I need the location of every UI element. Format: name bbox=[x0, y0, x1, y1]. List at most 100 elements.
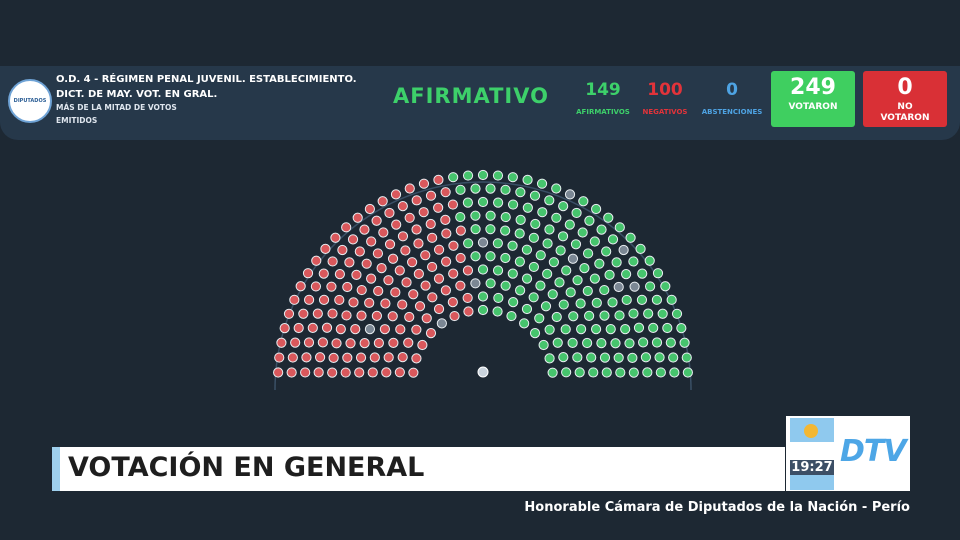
seat bbox=[477, 169, 489, 181]
seat bbox=[340, 367, 351, 378]
seat bbox=[364, 324, 376, 335]
seat bbox=[373, 285, 384, 297]
seat bbox=[575, 298, 586, 309]
seat bbox=[551, 183, 562, 194]
lower-third-accent bbox=[52, 447, 60, 491]
seat bbox=[618, 244, 629, 256]
seat bbox=[383, 275, 394, 286]
tally-no: 100 NEGATIVOS bbox=[630, 80, 700, 116]
seat bbox=[477, 264, 489, 275]
seat bbox=[420, 250, 431, 261]
seat bbox=[334, 294, 345, 306]
seat bbox=[379, 324, 390, 335]
seat bbox=[657, 308, 668, 319]
seat bbox=[369, 352, 380, 363]
seat bbox=[624, 338, 635, 349]
seat bbox=[394, 265, 405, 276]
seat bbox=[293, 322, 304, 334]
seat bbox=[522, 174, 533, 186]
seat bbox=[348, 297, 359, 308]
seat bbox=[337, 244, 348, 256]
seat bbox=[567, 337, 578, 348]
seat bbox=[359, 224, 370, 235]
seat bbox=[536, 178, 548, 189]
seat bbox=[286, 367, 297, 378]
seat bbox=[404, 183, 415, 194]
seat bbox=[644, 281, 656, 292]
seat bbox=[425, 218, 436, 230]
seat bbox=[383, 352, 394, 363]
seat bbox=[492, 238, 503, 249]
seat bbox=[507, 268, 518, 279]
hemicycle-outline bbox=[274, 181, 692, 391]
seat bbox=[508, 297, 519, 308]
lower-third-title: VOTACIÓN EN GENERAL bbox=[68, 452, 425, 483]
seat bbox=[500, 225, 511, 236]
seat bbox=[425, 190, 437, 201]
seat bbox=[413, 238, 424, 249]
seat bbox=[279, 323, 290, 334]
seat bbox=[554, 277, 565, 288]
seat bbox=[572, 275, 583, 286]
seat bbox=[540, 301, 552, 312]
seat bbox=[303, 337, 315, 348]
seat bbox=[350, 324, 361, 335]
seat bbox=[395, 324, 406, 335]
seat bbox=[682, 367, 693, 378]
seat bbox=[320, 243, 331, 254]
seat bbox=[421, 313, 432, 324]
seat bbox=[433, 202, 444, 213]
seat bbox=[433, 244, 445, 255]
seat bbox=[651, 294, 663, 305]
seat bbox=[356, 310, 367, 321]
seat bbox=[397, 231, 409, 242]
seat bbox=[354, 367, 365, 378]
seat bbox=[584, 215, 595, 226]
seat bbox=[492, 197, 504, 208]
tally-count: 0 bbox=[726, 80, 738, 100]
seat bbox=[640, 352, 652, 363]
seat bbox=[310, 281, 322, 292]
seat bbox=[515, 285, 526, 296]
seat bbox=[470, 183, 481, 194]
seat bbox=[493, 292, 504, 304]
seat bbox=[564, 219, 575, 230]
seat bbox=[648, 322, 659, 333]
seat bbox=[574, 367, 585, 378]
seat bbox=[330, 232, 341, 243]
seat bbox=[643, 308, 654, 319]
seat bbox=[417, 339, 428, 351]
seat bbox=[534, 313, 545, 324]
seat bbox=[625, 232, 636, 243]
seat bbox=[427, 261, 438, 273]
seat bbox=[485, 210, 496, 221]
seat bbox=[607, 297, 618, 308]
seat bbox=[652, 268, 664, 279]
seat bbox=[334, 269, 345, 280]
seat bbox=[364, 203, 375, 215]
seat bbox=[441, 228, 452, 239]
seat bbox=[644, 255, 655, 266]
seat bbox=[596, 338, 607, 349]
seat bbox=[570, 239, 582, 250]
seat bbox=[462, 170, 474, 181]
seat bbox=[542, 238, 553, 249]
tally-count: 149 bbox=[585, 80, 621, 100]
seat bbox=[538, 339, 549, 351]
seat bbox=[364, 297, 375, 308]
seat bbox=[376, 263, 387, 274]
seat bbox=[298, 308, 309, 319]
seat bbox=[638, 337, 649, 348]
seat bbox=[477, 304, 489, 316]
seat bbox=[528, 232, 539, 243]
seat bbox=[371, 215, 382, 226]
seat bbox=[627, 352, 638, 363]
seat bbox=[380, 298, 391, 309]
seat bbox=[572, 352, 583, 363]
seat bbox=[558, 200, 569, 212]
seat bbox=[387, 311, 398, 322]
bill-title: O.D. 4 - RÉGIMEN PENAL JUVENIL. ESTABLEC… bbox=[56, 74, 357, 100]
seat bbox=[290, 337, 301, 348]
seat bbox=[589, 273, 600, 284]
seat bbox=[372, 248, 384, 259]
